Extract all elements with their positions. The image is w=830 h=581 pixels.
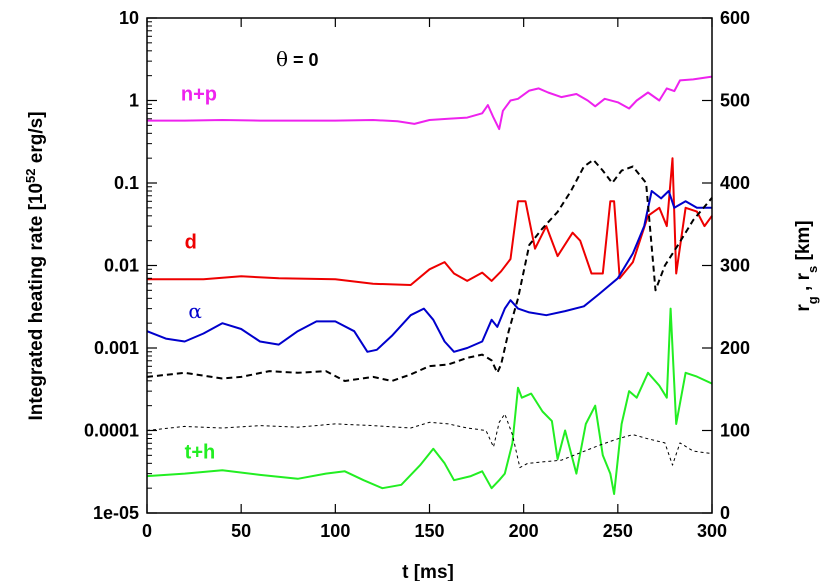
right-tick-label-5: 500 [720, 91, 750, 111]
left-y-axis-label-main: Integrated heating rate [10 [26, 183, 47, 421]
right-tick-label-4: 400 [720, 173, 750, 193]
series-line-n-p [147, 75, 713, 131]
left-tick-label-3: 0.01 [104, 256, 139, 276]
right-y-label-sub-s: s [805, 266, 820, 273]
right-y-axis-label: rg , rs [km] [793, 220, 820, 311]
series-line-d [147, 157, 713, 286]
series-line-- [146, 190, 712, 353]
left-tick-label-2: 0.1 [114, 173, 139, 193]
right-y-label-sub-g: g [805, 296, 820, 304]
theta-value: = 0 [288, 50, 319, 70]
tick-layer: 0 50 100 150 200 250 300 10 1 0.1 0.01 0.001 0.0001 1… [84, 8, 750, 541]
left-tick-label-6: 1e-05 [93, 503, 139, 523]
series-label-3: t+h [185, 441, 216, 463]
right-tick-label-6: 600 [720, 8, 750, 28]
theta-symbol: θ [276, 47, 288, 71]
x-axis-label: t [ms] [402, 562, 454, 581]
left-y-axis-label-unit: erg/s] [26, 111, 47, 168]
right-y-label-unit: [km] [793, 220, 814, 265]
series-label-1: d [185, 232, 197, 254]
series-line-radius-4 [146, 158, 713, 382]
x-tick-label-6: 300 [697, 521, 727, 541]
left-tick-label-4: 0.001 [94, 338, 139, 358]
series-line-t-h [146, 307, 713, 495]
series-line-radius-5 [146, 413, 713, 469]
series-label-layer: n+p d α t+h [181, 84, 217, 464]
x-tick-label-3: 150 [414, 521, 444, 541]
left-tick-label-1: 1 [129, 91, 139, 111]
right-y-label-separator: , [793, 280, 814, 296]
x-tick-label-5: 250 [603, 521, 633, 541]
left-y-axis-label: Integrated heating rate [1052 erg/s] [23, 111, 48, 420]
x-tick-label-4: 200 [509, 521, 539, 541]
x-tick-label-1: 50 [231, 521, 251, 541]
right-tick-label-2: 200 [720, 338, 750, 358]
left-y-axis-label-exponent: 52 [23, 169, 38, 183]
right-y-label-r-g: r [793, 304, 814, 312]
right-y-label-r-s: r [793, 272, 814, 280]
right-tick-label-1: 100 [720, 421, 750, 441]
series-label-0: n+p [181, 84, 217, 106]
right-tick-label-0: 0 [720, 503, 730, 523]
x-tick-label-0: 0 [142, 521, 152, 541]
left-tick-label-5: 0.0001 [84, 421, 139, 441]
left-tick-label-0: 10 [119, 8, 139, 28]
series-layer [146, 75, 713, 495]
x-tick-label-2: 100 [320, 521, 350, 541]
theta-annotation: θ = 0 [276, 47, 319, 71]
right-tick-label-3: 300 [720, 256, 750, 276]
series-label-2: α [188, 299, 202, 323]
